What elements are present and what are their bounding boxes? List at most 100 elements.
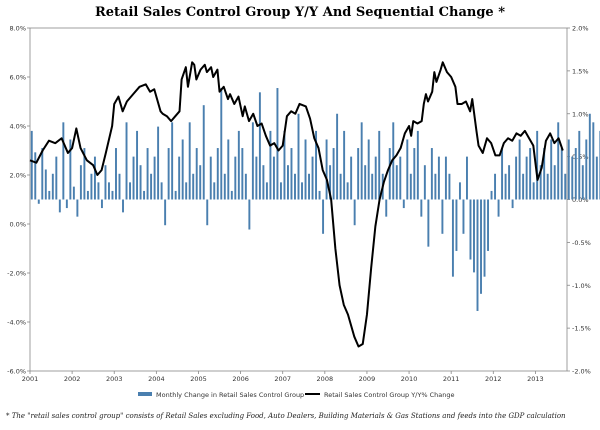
- bar-monthly-change: [213, 182, 216, 200]
- bar-monthly-change: [508, 165, 511, 200]
- x-tick-label: 2004: [148, 375, 165, 383]
- x-tick-label: 2010: [401, 375, 418, 383]
- bar-monthly-change: [451, 199, 454, 277]
- bar-monthly-change: [525, 156, 528, 200]
- bar-monthly-change: [357, 148, 360, 200]
- left-tick-label: 6.0%: [9, 74, 26, 82]
- bar-monthly-change: [248, 199, 251, 230]
- bar-monthly-change: [385, 199, 388, 217]
- bar-monthly-change: [311, 156, 314, 200]
- bar-monthly-change: [287, 165, 289, 200]
- bar-monthly-change: [466, 156, 468, 200]
- bar-monthly-change: [423, 165, 426, 200]
- bar-monthly-change: [402, 199, 405, 209]
- bar-monthly-change: [581, 165, 584, 200]
- bar-monthly-change: [44, 169, 47, 200]
- bar-monthly-change: [157, 126, 160, 200]
- bar-monthly-change: [304, 139, 307, 200]
- bar-monthly-change: [487, 199, 489, 251]
- bar-monthly-change: [192, 173, 195, 200]
- bar-monthly-change: [230, 190, 233, 200]
- bar-monthly-change: [153, 156, 156, 200]
- x-tick-label: 2006: [232, 375, 249, 383]
- bar-monthly-change: [294, 173, 296, 200]
- x-tick-label: 2002: [64, 375, 81, 383]
- bar-monthly-change: [420, 199, 423, 217]
- bar-monthly-change: [483, 199, 486, 277]
- x-tick-label: 2011: [443, 375, 460, 383]
- bar-monthly-change: [518, 139, 521, 200]
- bar-monthly-change: [272, 156, 275, 200]
- bar-monthly-change: [86, 190, 89, 200]
- bar-monthly-change: [546, 173, 549, 200]
- bar-monthly-change: [585, 139, 588, 200]
- bar-monthly-change: [237, 130, 240, 200]
- right-tick-label: -1.0%: [572, 282, 591, 290]
- x-tick-label: 2007: [274, 375, 291, 383]
- bar-monthly-change: [480, 199, 482, 294]
- bar-monthly-change: [279, 182, 282, 200]
- bar-monthly-change: [329, 165, 332, 200]
- bar-monthly-change: [220, 88, 223, 200]
- bar-monthly-change: [55, 156, 58, 200]
- bar-monthly-change: [122, 199, 124, 213]
- bar-monthly-change: [262, 165, 265, 200]
- bar-monthly-change: [251, 122, 254, 200]
- bar-monthly-change: [241, 148, 244, 200]
- bar-monthly-change: [388, 148, 391, 200]
- bar-monthly-change: [364, 165, 367, 200]
- x-tick-label: 2005: [190, 375, 207, 383]
- bar-monthly-change: [406, 139, 409, 200]
- bar-monthly-change: [595, 156, 598, 200]
- bar-monthly-change: [350, 156, 353, 200]
- bar-monthly-change: [290, 148, 293, 200]
- x-tick-label: 2001: [22, 375, 39, 383]
- bar-monthly-change: [473, 199, 475, 273]
- bar-monthly-change: [58, 199, 61, 213]
- bar-monthly-change: [325, 139, 328, 200]
- bar-monthly-change: [41, 148, 44, 200]
- bar-monthly-change: [129, 182, 131, 200]
- bar-monthly-change: [178, 156, 181, 200]
- bar-monthly-change: [504, 173, 507, 200]
- bar-monthly-change: [139, 165, 142, 200]
- bar-monthly-change: [529, 148, 532, 200]
- legend-bar-swatch: [138, 392, 152, 396]
- bar-monthly-change: [571, 156, 574, 200]
- right-tick-label: 0.5%: [572, 153, 589, 161]
- x-tick-label: 2003: [106, 375, 123, 383]
- bar-monthly-change: [539, 165, 542, 200]
- bar-monthly-change: [132, 156, 135, 200]
- bar-monthly-change: [297, 113, 300, 200]
- bar-monthly-change: [416, 130, 419, 200]
- bar-monthly-change: [469, 199, 472, 260]
- bar-monthly-change: [427, 199, 430, 247]
- bar-monthly-change: [322, 199, 325, 234]
- bar-monthly-change: [346, 182, 349, 200]
- bar-monthly-change: [444, 156, 447, 200]
- bar-monthly-change: [515, 156, 518, 200]
- bar-monthly-change: [30, 130, 33, 200]
- bar-monthly-change: [501, 148, 504, 200]
- bar-monthly-change: [195, 148, 198, 200]
- bar-monthly-change: [413, 148, 416, 200]
- bar-monthly-change: [511, 199, 514, 209]
- bar-monthly-change: [434, 173, 437, 200]
- bar-monthly-change: [276, 88, 279, 200]
- right-tick-label: -1.5%: [572, 325, 591, 333]
- bar-monthly-change: [255, 156, 258, 200]
- bar-monthly-change: [374, 156, 377, 200]
- bar-monthly-change: [409, 173, 412, 200]
- bar-monthly-change: [578, 130, 581, 200]
- bar-monthly-change: [588, 113, 591, 200]
- bar-monthly-change: [171, 122, 174, 200]
- bar-monthly-change: [353, 199, 356, 226]
- bar-monthly-change: [51, 173, 54, 200]
- bar-monthly-change: [216, 148, 219, 200]
- x-tick-label: 2013: [527, 375, 544, 383]
- bar-monthly-change: [62, 122, 65, 200]
- bar-monthly-change: [315, 130, 318, 200]
- bar-monthly-change: [564, 173, 567, 200]
- bar-monthly-change: [104, 165, 107, 200]
